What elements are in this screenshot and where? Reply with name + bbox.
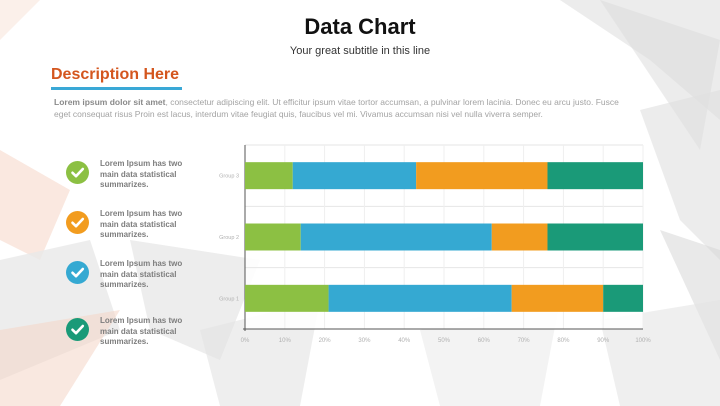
y-tick-label: Group 3 [219, 174, 239, 180]
bar-segment [547, 223, 643, 251]
legend-check-badge [66, 318, 89, 341]
bar-segment [491, 223, 548, 251]
legend-text: Lorem Ipsum has two main data statistica… [100, 159, 183, 189]
bar-segment [416, 162, 548, 190]
legend-item: Lorem Ipsum has two main data statistica… [66, 316, 206, 356]
check-icon [71, 324, 85, 335]
bar-segment [292, 162, 417, 190]
legend-item: Lorem Ipsum has two main data statistica… [66, 209, 206, 249]
description-body: , consectetur adipiscing elit. Ut effici… [54, 97, 619, 119]
x-tick-label: 80% [557, 338, 570, 344]
legend-check-badge [66, 211, 89, 234]
bar-segment [300, 223, 492, 251]
check-icon [71, 167, 85, 178]
check-icon [71, 217, 85, 228]
description-lead: Lorem ipsum dolor sit amet [54, 97, 166, 107]
check-icon [71, 267, 85, 278]
legend-text: Lorem Ipsum has two main data statistica… [100, 259, 183, 289]
legend-check-badge [66, 261, 89, 284]
legend-check-badge [66, 161, 89, 184]
bar-segment [245, 284, 329, 312]
bar-segment [245, 162, 293, 190]
x-tick-label: 100% [635, 338, 651, 344]
x-tick-label: 0% [241, 338, 250, 344]
y-tick-label: Group 2 [219, 235, 239, 241]
y-tick-label: Group 1 [219, 296, 239, 302]
page-title: Data Chart [304, 14, 416, 39]
legend-item: Lorem Ipsum has two main data statistica… [66, 159, 206, 199]
x-tick-label: 10% [279, 338, 292, 344]
bar-segment [245, 223, 301, 251]
legend-item: Lorem Ipsum has two main data statistica… [66, 259, 206, 299]
description-text: Lorem ipsum dolor sit amet, consectetur … [54, 97, 624, 120]
legend-text: Lorem Ipsum has two main data statistica… [100, 209, 183, 239]
x-tick-label: 90% [597, 338, 610, 344]
x-tick-label: 30% [358, 338, 371, 344]
bar-segment [511, 284, 604, 312]
bar-segment [603, 284, 643, 312]
page-subtitle: Your great subtitle in this line [289, 45, 431, 57]
heading-underline [51, 87, 182, 90]
x-tick-label: 50% [438, 338, 451, 344]
x-tick-label: 60% [478, 338, 491, 344]
x-tick-label: 40% [398, 338, 411, 344]
x-tick-label: 70% [518, 338, 531, 344]
bar-segment [328, 284, 512, 312]
x-tick-label: 20% [319, 338, 332, 344]
legend-text: Lorem Ipsum has two main data statistica… [100, 316, 183, 346]
description-heading: Description Here [51, 66, 180, 83]
bar-segment [547, 162, 643, 190]
